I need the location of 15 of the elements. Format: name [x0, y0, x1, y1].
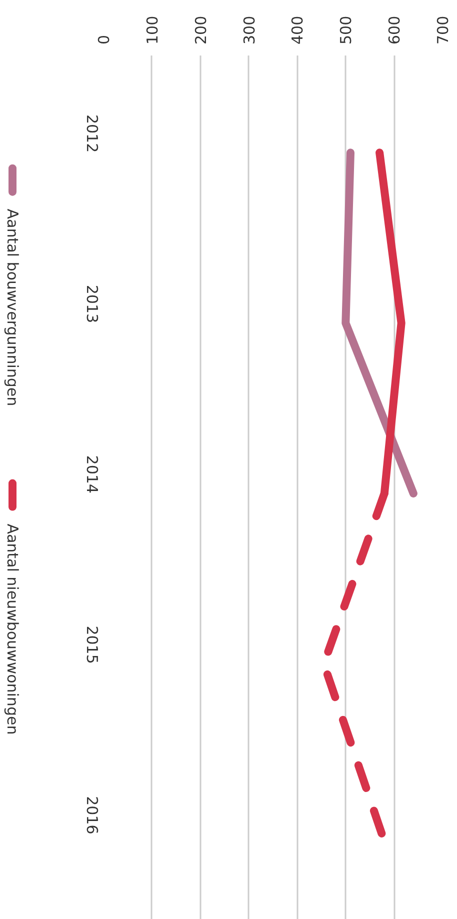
- x-tick-label: 700: [434, 16, 452, 44]
- y-tick-label: 2015: [83, 626, 101, 664]
- x-tick-label: 400: [288, 16, 307, 44]
- legend-label: Aantal nieuwbouwwoningen: [4, 524, 22, 735]
- legend-label: Aantal bouwvergunningen: [4, 208, 22, 406]
- x-tick-label: 0: [95, 34, 113, 44]
- y-tick-label: 2012: [83, 114, 101, 153]
- x-tick-label: 300: [240, 16, 258, 44]
- y-tick-label: 2016: [83, 796, 101, 834]
- x-tick-label: 100: [143, 16, 162, 44]
- y-tick-label: 2013: [83, 284, 101, 324]
- x-tick-label: 600: [386, 16, 404, 44]
- y-tick-label: 2014: [83, 455, 101, 494]
- x-tick-label: 500: [337, 16, 356, 44]
- x-tick-label: 200: [192, 16, 210, 44]
